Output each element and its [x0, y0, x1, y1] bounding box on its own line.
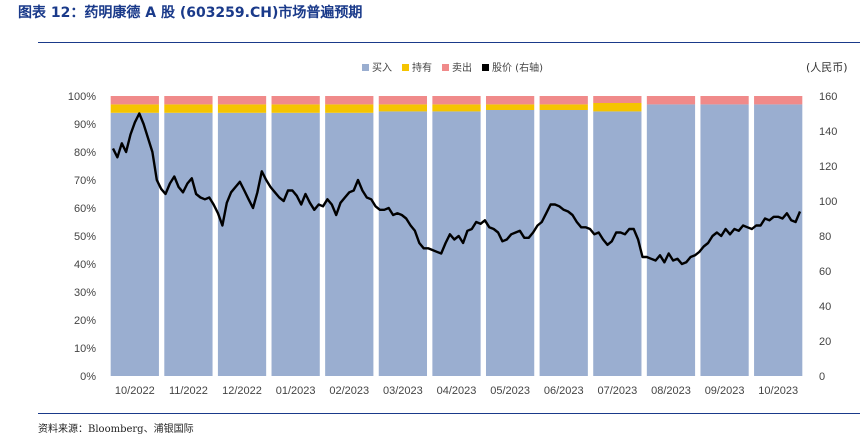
legend-label-1: 持有 [412, 61, 432, 74]
bar-buy-7 [485, 110, 535, 376]
bar-buy-6 [432, 111, 481, 377]
bar-hold-8 [539, 104, 588, 110]
legend-swatch-2 [442, 64, 449, 71]
left-tick-label: 40% [74, 259, 96, 271]
bar-hold-0 [110, 104, 159, 113]
legend-label-3: 股价 (右轴) [492, 61, 543, 74]
bottom-rule [38, 413, 860, 414]
bar-sell-2 [217, 96, 267, 105]
figure-title: 图表 12：药明康德 A 股 (603259.CH)市场普遍预期 [18, 5, 363, 21]
bar-sell-9 [593, 96, 642, 103]
bar-sell-11 [700, 96, 749, 105]
bar-sell-12 [754, 96, 803, 105]
x-tick-label: 07/2023 [597, 385, 637, 397]
left-axis: 0% 10% 20% 30% 40% 50% 60% 70% 80% 90% 100% [68, 91, 96, 383]
x-tick-label: 02/2023 [329, 385, 369, 397]
right-tick-label: 100 [819, 196, 837, 208]
right-tick-label: 80 [819, 231, 831, 243]
legend: 买入 持有 卖出 股价 (右轴) [362, 61, 543, 74]
x-tick-label: 09/2023 [705, 385, 745, 397]
right-tick-label: 140 [819, 126, 837, 138]
bar-hold-4 [325, 104, 374, 113]
top-rule [38, 42, 860, 43]
left-tick-label: 70% [74, 175, 96, 187]
bar-buy-3 [271, 112, 320, 377]
legend-swatch-3 [482, 64, 489, 71]
bar-hold-1 [164, 104, 213, 113]
right-tick-label: 0 [819, 371, 825, 383]
legend-label-0: 买入 [372, 62, 392, 74]
bar-sell-6 [432, 96, 481, 105]
bar-buy-4 [325, 112, 374, 377]
bar-buy-12 [754, 104, 803, 377]
left-tick-label: 10% [74, 343, 96, 355]
right-tick-label: 160 [819, 91, 837, 103]
x-axis: 10/2022 11/2022 12/2022 01/2023 02/2023 03/20… [115, 385, 798, 397]
price-line-group [111, 112, 802, 266]
legend-swatch-1 [402, 64, 409, 71]
right-tick-label: 120 [819, 161, 837, 173]
bar-hold-9 [593, 103, 642, 112]
right-tick-label: 20 [819, 336, 831, 348]
left-tick-label: 80% [74, 147, 96, 159]
bar-hold-2 [217, 104, 267, 113]
right-tick-label: 60 [819, 266, 831, 278]
bar-sell-7 [485, 96, 535, 105]
bar-buy-1 [164, 112, 213, 377]
price-line [111, 112, 802, 266]
bar-buy-2 [217, 112, 267, 377]
bar-hold-7 [485, 104, 535, 110]
left-tick-label: 30% [74, 287, 96, 299]
bar-sell-10 [646, 96, 696, 105]
right-tick-label: 40 [819, 301, 831, 313]
bar-buy-11 [700, 104, 749, 377]
x-tick-label: 10/2023 [758, 385, 798, 397]
x-tick-label: 08/2023 [651, 385, 691, 397]
left-tick-label: 20% [74, 315, 96, 327]
right-axis: 0 20 40 60 80 100 120 140 160 [819, 91, 837, 383]
left-tick-label: 50% [74, 231, 96, 243]
bar-sell-5 [378, 96, 428, 105]
bar-group [110, 96, 803, 377]
bar-buy-10 [646, 104, 696, 377]
x-tick-label: 01/2023 [276, 385, 316, 397]
bar-sell-1 [164, 96, 213, 105]
x-tick-label: 05/2023 [490, 385, 530, 397]
left-tick-label: 100% [68, 91, 96, 103]
x-tick-label: 04/2023 [437, 385, 477, 397]
legend-swatch-0 [362, 64, 369, 71]
bar-buy-9 [593, 111, 642, 377]
x-tick-label: 10/2022 [115, 385, 155, 397]
x-tick-label: 06/2023 [544, 385, 584, 397]
bar-sell-0 [110, 96, 159, 105]
bar-buy-8 [539, 110, 588, 376]
x-tick-label: 03/2023 [383, 385, 423, 397]
bar-sell-3 [271, 96, 320, 105]
bar-hold-5 [378, 104, 428, 112]
x-tick-label: 12/2022 [222, 385, 262, 397]
bar-sell-4 [325, 96, 374, 105]
left-tick-label: 90% [74, 119, 96, 131]
left-tick-label: 60% [74, 203, 96, 215]
legend-label-2: 卖出 [452, 61, 472, 74]
source-note: 资料来源：Bloomberg、浦银国际 [38, 424, 194, 435]
left-tick-label: 0% [80, 371, 96, 383]
x-tick-label: 11/2022 [169, 385, 208, 397]
right-axis-unit: (人民币) [806, 61, 848, 74]
bar-hold-3 [271, 104, 320, 113]
bar-sell-8 [539, 96, 588, 105]
bar-hold-6 [432, 104, 481, 112]
